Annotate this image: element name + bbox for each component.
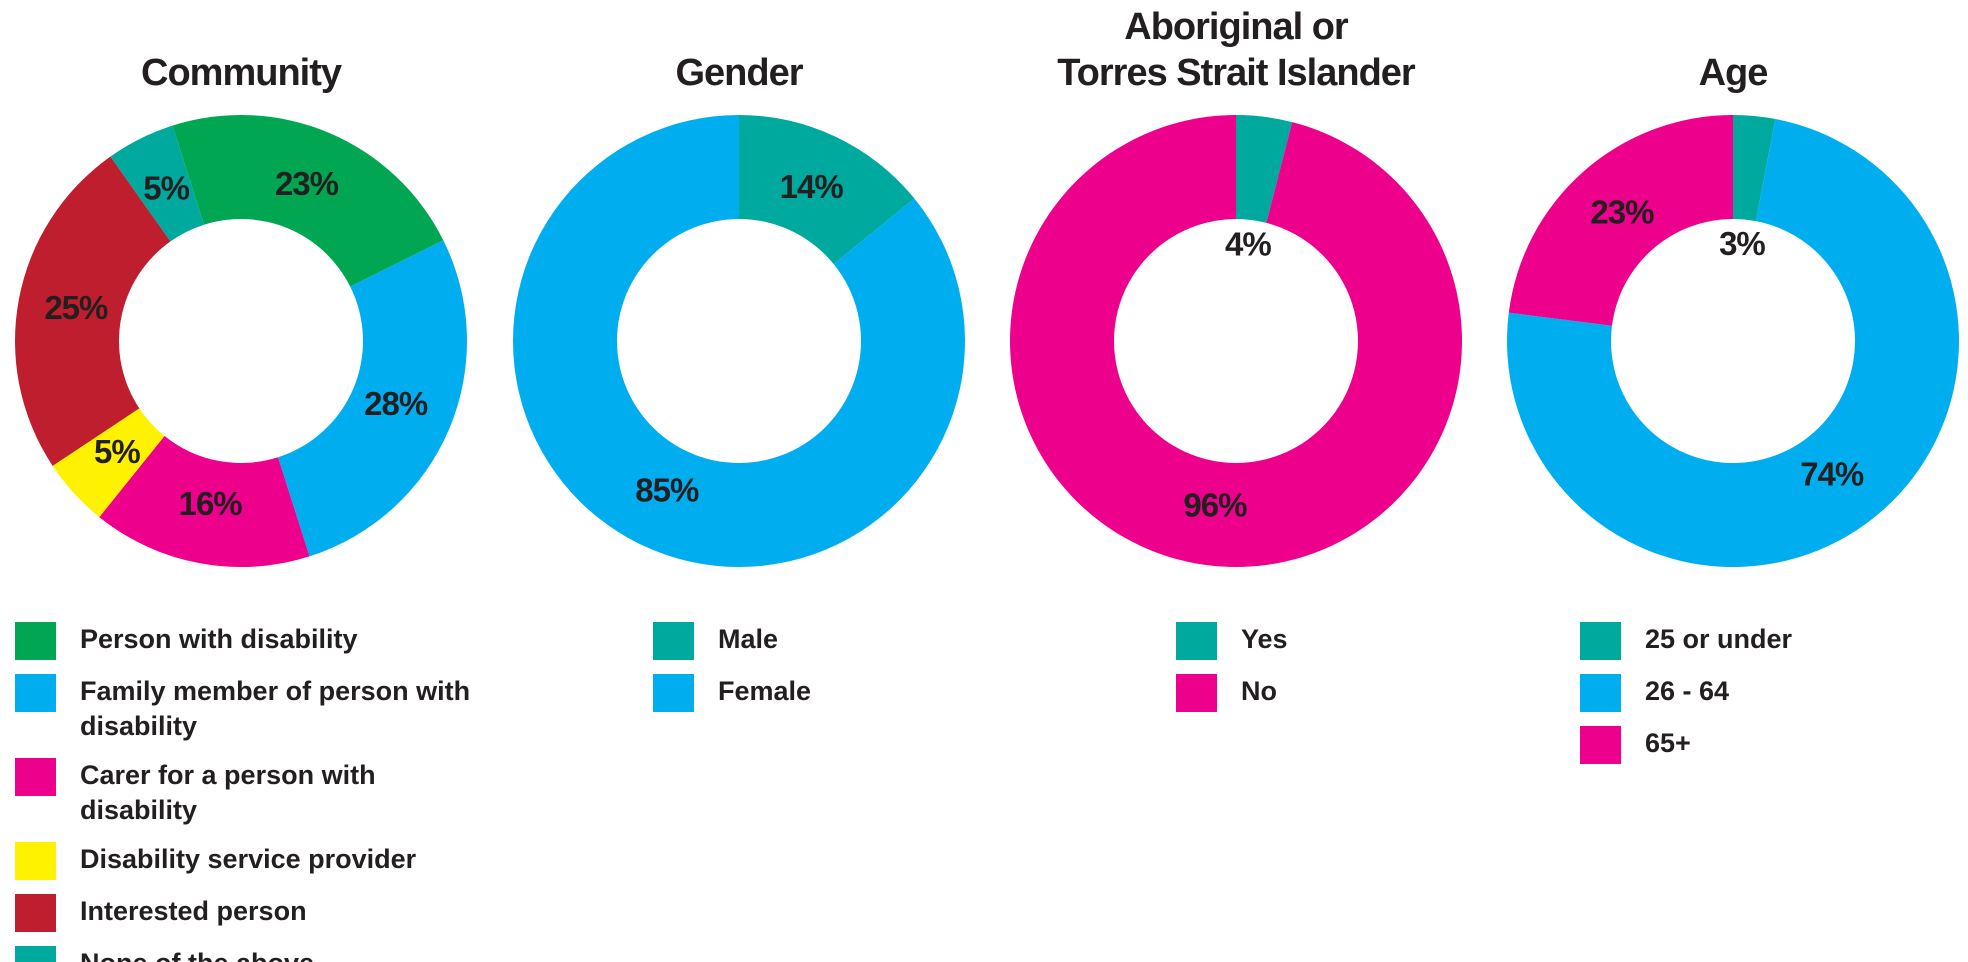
legend-item: Person with disability [15,622,495,660]
donut-slice [739,115,915,265]
chart-title: Age [1698,52,1769,94]
legend-swatch [15,758,56,796]
legend-swatch [15,946,56,962]
legend-swatch [1176,674,1217,712]
donut-slice [1733,115,1776,222]
legend-item: 25 or under [1580,622,1960,660]
value-label: 3% [1719,225,1765,262]
value-label: 16% [179,485,243,522]
value-label: 4% [1225,225,1271,262]
chart-title: Gender [675,52,803,94]
legend: Male Female [653,622,1053,712]
legend-swatch [1176,622,1217,660]
legend-label: Male [718,624,779,654]
legend-item: Disability service provider [15,842,495,880]
chart-title: Community [141,52,342,94]
value-label: 14% [780,168,844,205]
legend-item: No [1176,674,1576,712]
legend: 25 or under 26 - 64 65+ [1580,622,1960,764]
legend-item: Interested person [15,894,495,932]
donut-slice [110,125,205,242]
value-label: 74% [1800,456,1864,493]
legend-swatch [653,674,694,712]
chart-title: Aboriginal or Torres Strait Islander [1057,6,1415,94]
value-label: 23% [1590,194,1654,231]
value-label: 5% [94,433,140,470]
legend-item: Family member of person with disability [15,674,495,744]
legend-swatch [1580,726,1621,764]
legend-label: Yes [1241,624,1288,654]
donut-slice [513,115,965,568]
legend-item: Male [653,622,1053,660]
legend-swatch [15,674,56,712]
legend-item: Carer for a person with disability [15,758,495,828]
value-label: 5% [143,169,189,206]
legend-label: Family member of person with disability [80,676,471,741]
donut-slice [172,115,444,287]
value-label: 28% [364,385,428,422]
value-label: 25% [44,289,108,326]
legend-label: None of the above [80,946,314,962]
legend-label: Female [718,676,812,706]
legend-swatch [15,842,56,880]
donut-slice [1507,119,1959,567]
legend-item: Yes [1176,622,1576,660]
donut-slice [1236,115,1293,223]
legend-label: Person with disability [80,624,358,654]
legend-item: 65+ [1580,726,1960,764]
donut-slice [1508,115,1733,326]
legend-swatch [653,622,694,660]
legend-label: 26 - 64 [1645,676,1730,706]
legend-label: 25 or under [1645,624,1793,654]
donut-slice [14,156,171,466]
legend-swatch [15,894,56,932]
legend-label: 65+ [1645,728,1691,758]
legend-swatch [15,622,56,660]
value-label: 23% [275,165,339,202]
legend-label: Carer for a person with disability [80,760,376,825]
legend-label: No [1241,676,1277,706]
legend-item: Female [653,674,1053,712]
value-label: 85% [635,471,699,508]
legend-label: Interested person [80,896,307,926]
legend-swatch [1580,674,1621,712]
donut-slice [52,408,165,518]
value-label: 96% [1183,486,1247,523]
donut-slice [1009,114,1463,568]
legend: Person with disability Family member of p… [15,622,495,962]
legend-item: None of the above [15,946,495,962]
legend-label: Disability service provider [80,844,417,874]
legend-item: 26 - 64 [1580,674,1960,712]
legend: Yes No [1176,622,1576,712]
donut-slice [99,436,310,567]
legend-swatch [1580,622,1621,660]
donut-slice [277,240,467,557]
